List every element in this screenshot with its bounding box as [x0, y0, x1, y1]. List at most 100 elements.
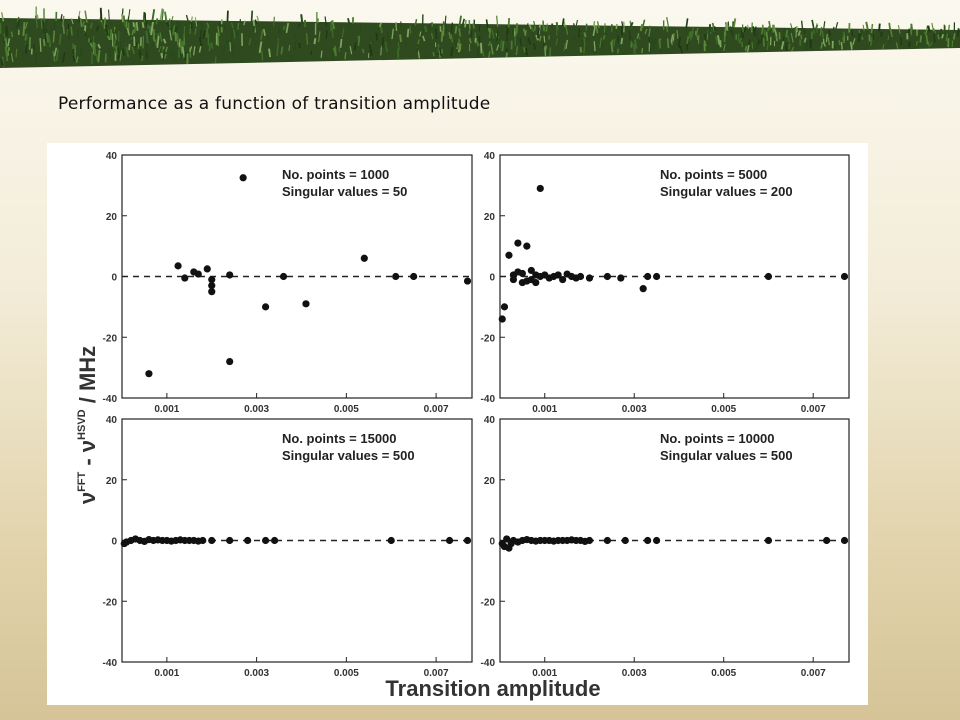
- x-tick-label: 0.005: [711, 404, 736, 415]
- data-point: [445, 536, 454, 545]
- y-tick-label: 20: [106, 476, 118, 487]
- data-point: [503, 535, 511, 543]
- data-point: [653, 272, 661, 281]
- data-point: [523, 242, 531, 250]
- data-point: [559, 275, 567, 284]
- grass-border-decoration: [0, 6, 960, 68]
- data-point: [244, 536, 252, 545]
- x-tick-label: 0.005: [334, 404, 359, 415]
- y-label-minus: - ν: [75, 440, 100, 472]
- data-point: [392, 272, 400, 281]
- y-tick-label: 40: [106, 151, 118, 162]
- panel-note-points: No. points = 5000: [660, 167, 767, 182]
- data-point: [764, 536, 773, 545]
- data-point: [360, 254, 368, 262]
- data-point: [527, 266, 535, 275]
- x-tick-label: 0.007: [801, 668, 826, 679]
- panel-1: -40 -20 0 20 40 0.001 0.003 0.005 0.007 No. point…: [103, 151, 473, 415]
- data-point: [554, 271, 562, 279]
- x-tick-label: 0.003: [622, 404, 647, 415]
- y-tick-label: -20: [103, 597, 118, 608]
- data-point: [585, 274, 594, 282]
- data-point: [617, 274, 625, 282]
- panel-3: -40 -20 0 20 40 0.001 0.003 0.005 0.007 No. point…: [103, 415, 473, 679]
- data-point: [823, 536, 831, 545]
- x-tick-label: 0.001: [154, 668, 179, 679]
- data-point: [536, 184, 544, 193]
- data-point: [764, 272, 773, 281]
- panel-note-singular-values: Singular values = 200: [660, 184, 793, 199]
- data-point: [463, 536, 472, 545]
- y-tick-label: 20: [484, 212, 496, 223]
- data-point: [603, 536, 611, 545]
- x-tick-label: 0.001: [532, 668, 557, 679]
- data-point: [576, 272, 585, 281]
- y-label-sup1: FFT: [76, 471, 88, 491]
- data-point: [498, 315, 506, 323]
- data-point: [208, 288, 216, 296]
- y-tick-label: -40: [103, 394, 118, 405]
- data-point: [387, 536, 395, 545]
- data-point: [639, 285, 647, 293]
- data-point: [261, 303, 270, 311]
- data-point: [174, 262, 182, 270]
- panel-note-points: No. points = 15000: [282, 431, 397, 446]
- panel-note-points: No. points = 10000: [660, 431, 775, 446]
- x-tick-label: 0.005: [334, 668, 359, 679]
- y-tick-label: -40: [481, 394, 496, 405]
- x-axis-label: Transition amplitude: [385, 676, 600, 701]
- y-tick-label: 40: [106, 415, 118, 426]
- data-point: [302, 300, 310, 308]
- data-point: [194, 270, 202, 278]
- y-tick-label: 0: [111, 537, 117, 548]
- data-point: [208, 536, 216, 545]
- data-point: [840, 536, 849, 545]
- data-point: [509, 275, 518, 284]
- y-tick-label: -40: [481, 658, 496, 669]
- slide-title: Performance as a function of transition …: [58, 94, 491, 114]
- data-point: [463, 277, 472, 285]
- y-tick-label: 0: [111, 273, 117, 284]
- y-tick-label: -40: [103, 658, 118, 669]
- data-point: [621, 536, 629, 545]
- data-point: [505, 251, 513, 259]
- y-label-nu1: ν: [75, 492, 100, 504]
- x-tick-label: 0.007: [424, 404, 449, 415]
- data-point: [653, 536, 661, 545]
- chart-figure: -40 -20 0 20 40 0.001 0.003 0.005 0.007 No. point…: [47, 143, 868, 705]
- y-tick-label: 0: [489, 273, 495, 284]
- panel-4: -40 -20 0 20 40 0.001 0.003 0.005 0.007 No. point…: [481, 415, 850, 679]
- panel-note-singular-values: Singular values = 500: [282, 448, 415, 463]
- x-tick-label: 0.003: [244, 668, 269, 679]
- panel-note-singular-values: Singular values = 50: [282, 184, 407, 199]
- y-tick-label: -20: [481, 597, 496, 608]
- data-point: [644, 272, 652, 281]
- data-point: [226, 357, 234, 366]
- data-point: [840, 272, 849, 281]
- data-point: [226, 271, 234, 279]
- data-point: [199, 536, 207, 545]
- data-point: [500, 303, 509, 311]
- y-tick-label: 40: [484, 415, 496, 426]
- x-tick-label: 0.003: [622, 668, 647, 679]
- data-point: [145, 370, 153, 378]
- panel-2: -40 -20 0 20 40 0.001 0.003 0.005 0.007 No. point…: [481, 151, 850, 415]
- y-tick-label: 20: [106, 212, 118, 223]
- y-tick-label: 20: [484, 476, 496, 487]
- x-tick-label: 0.001: [154, 404, 179, 415]
- y-tick-label: 40: [484, 151, 496, 162]
- data-point: [261, 536, 270, 545]
- data-point: [527, 275, 535, 284]
- y-axis-label: νFFT - νHSVD / MHz: [75, 346, 100, 504]
- data-point: [603, 272, 611, 281]
- scatter-chart: -40 -20 0 20 40 0.001 0.003 0.005 0.007 No. point…: [75, 151, 850, 701]
- y-tick-label: -20: [103, 333, 118, 344]
- x-tick-label: 0.007: [424, 668, 449, 679]
- y-tick-label: 0: [489, 537, 495, 548]
- x-tick-label: 0.005: [711, 668, 736, 679]
- data-point: [208, 282, 216, 290]
- x-tick-label: 0.007: [801, 404, 826, 415]
- x-tick-label: 0.001: [532, 404, 557, 415]
- data-point: [239, 174, 247, 182]
- y-label-unit: / MHz: [75, 346, 100, 410]
